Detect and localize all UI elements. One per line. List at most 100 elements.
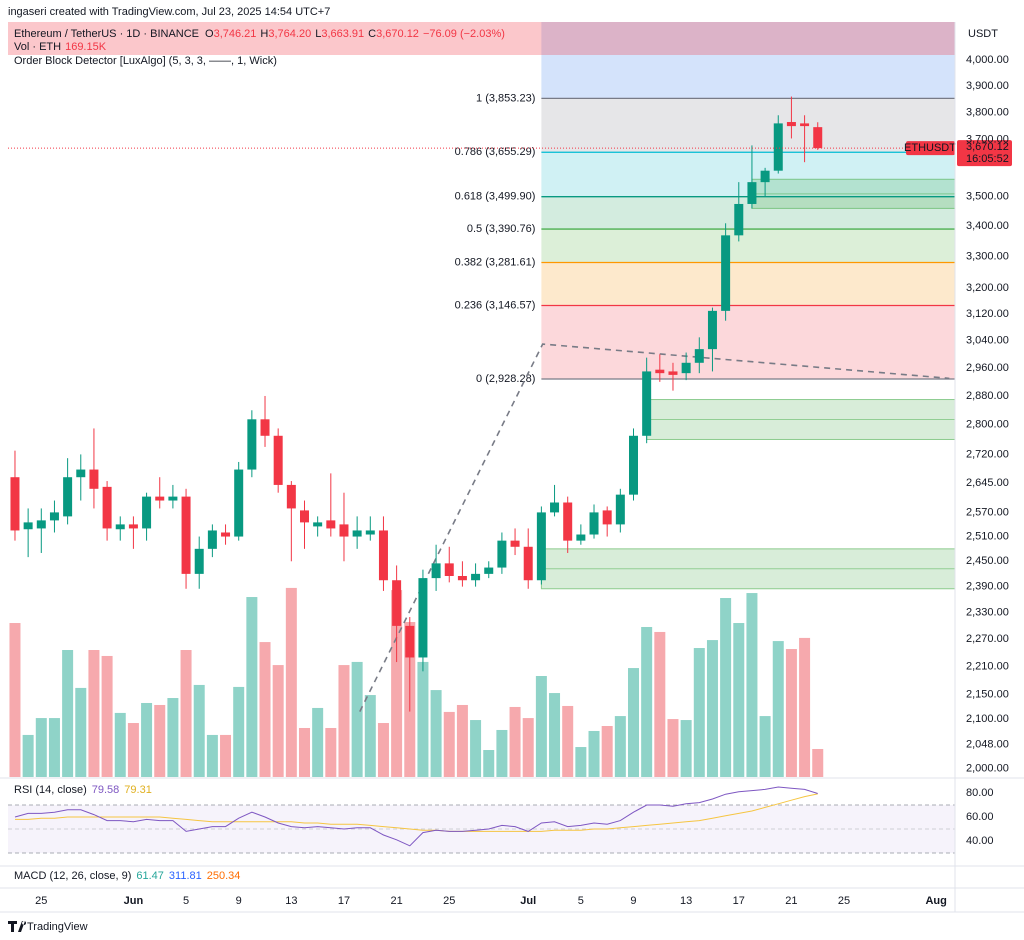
candle-body xyxy=(49,512,59,521)
candle-body xyxy=(444,563,454,576)
candle-body xyxy=(36,520,46,529)
candle-body xyxy=(207,530,217,549)
fib-label: 0.236 (3,146.57) xyxy=(455,299,536,311)
y-tick-label: 2,000.00 xyxy=(966,763,1009,775)
y-tick-label: 2,330.00 xyxy=(966,607,1009,619)
volume-bar xyxy=(9,623,21,777)
x-tick-label: Aug xyxy=(925,895,946,907)
candle-body xyxy=(694,349,704,363)
x-tick-label: Jul xyxy=(520,895,536,907)
candle-body xyxy=(576,534,586,541)
candles xyxy=(10,96,823,712)
volume-bar xyxy=(62,650,74,777)
volume-bar xyxy=(233,686,245,777)
candle-body xyxy=(352,530,362,537)
symbol-legend: Ethereum / TetherUS · 1D · BINANCE O3,746… xyxy=(14,28,505,40)
x-tick-label: 17 xyxy=(733,895,745,907)
volume-bar xyxy=(562,705,574,777)
volume-bar xyxy=(522,718,534,777)
brand: TradingView xyxy=(27,921,88,933)
macd-value: 311.81 xyxy=(169,870,202,882)
ohlc-key: L xyxy=(315,28,321,40)
rsi-tick-label: 80.00 xyxy=(966,787,994,799)
candle-body xyxy=(602,510,612,525)
y-tick-label: 3,300.00 xyxy=(966,251,1009,263)
fib-label: 1 (3,853.23) xyxy=(476,92,535,104)
candle-body xyxy=(378,530,388,581)
candle-body xyxy=(234,469,244,537)
y-tick-label: 3,120.00 xyxy=(966,308,1009,320)
volume-bar xyxy=(746,593,758,777)
fib-zone xyxy=(541,98,955,153)
volume-bar xyxy=(430,690,442,777)
candle-body xyxy=(760,170,770,183)
candle-body xyxy=(63,477,73,517)
candle-body xyxy=(23,522,33,530)
y-tick-label: 2,450.00 xyxy=(966,555,1009,567)
ohlc-key: O xyxy=(205,28,214,40)
fib-zone xyxy=(541,229,955,263)
y-tick-label: 3,700.00 xyxy=(966,134,1009,146)
candle-body xyxy=(471,573,481,581)
ohlc-key: C xyxy=(368,28,376,40)
volume-bar xyxy=(88,650,100,777)
fib-zone xyxy=(541,262,955,306)
axes: 4,000.00 3,900.00 3,800.00 3,700.00 3,500.00… xyxy=(35,54,1009,907)
rsi-pane xyxy=(8,786,955,854)
volume-bar xyxy=(285,587,297,777)
volume-bar xyxy=(101,655,113,777)
volume-bar xyxy=(325,727,337,777)
ohlc-value: 3,764.20 xyxy=(268,28,311,40)
fib-label: 0.786 (3,655.29) xyxy=(455,146,536,158)
candle-body xyxy=(313,522,323,527)
y-tick-label: 2,960.00 xyxy=(966,362,1009,374)
y-tick-label: 2,510.00 xyxy=(966,530,1009,542)
volume-bar xyxy=(391,590,403,777)
footer-logo: TradingView xyxy=(8,921,88,933)
volume-bar xyxy=(141,702,153,777)
candle-body xyxy=(76,469,86,478)
countdown: 16:05:52 xyxy=(966,153,1009,165)
y-tick-label: 3,040.00 xyxy=(966,335,1009,347)
fib-zone xyxy=(541,305,955,379)
candle-body xyxy=(405,625,415,658)
candle-body xyxy=(339,524,349,537)
candle-body xyxy=(392,580,402,626)
y-tick-label: 3,900.00 xyxy=(966,80,1009,92)
volume-bar xyxy=(588,730,600,777)
candle-body xyxy=(247,419,257,470)
volume-bar xyxy=(206,734,218,777)
indicator-legend: Order Block Detector [LuxAlgo] (5, 3, 3,… xyxy=(14,55,277,67)
fib-label: 0.382 (3,281.61) xyxy=(455,256,536,268)
ohlc-value: 3,670.12 xyxy=(376,28,419,40)
candle-body xyxy=(523,546,533,581)
volume-bar xyxy=(114,712,126,777)
volume-bar xyxy=(483,750,495,777)
volume-bar xyxy=(22,734,34,777)
candle-body xyxy=(418,578,428,658)
y-tick-label: 2,210.00 xyxy=(966,661,1009,673)
candle-body xyxy=(747,182,757,204)
x-tick-label: 13 xyxy=(680,895,692,907)
candle-body xyxy=(589,512,599,535)
volume-bar xyxy=(48,718,60,777)
rsi-tick-label: 60.00 xyxy=(966,811,994,823)
x-tick-label: Jun xyxy=(124,895,144,907)
volume xyxy=(9,587,824,777)
ohlc-key: H xyxy=(260,28,268,40)
candle-body xyxy=(326,520,336,529)
volume-name: Vol · ETH xyxy=(14,41,61,53)
candle-body xyxy=(786,122,796,127)
y-tick-label: 2,048.00 xyxy=(966,738,1009,750)
price-label: 3,670.12 xyxy=(966,141,1009,153)
fib-lines: 1 (3,853.23) 0.786 (3,655.29) 0.618 (3,499… xyxy=(455,92,955,385)
y-tick-label: 2,645.00 xyxy=(966,477,1009,489)
volume-bar xyxy=(693,648,705,777)
candle-body xyxy=(734,203,744,236)
currency: USDT xyxy=(968,28,998,40)
candle-body xyxy=(102,486,112,529)
candle-body xyxy=(773,123,783,171)
volume-bar xyxy=(772,641,784,777)
rsi-title: RSI (14, close) xyxy=(14,784,87,796)
y-tick-label: 2,150.00 xyxy=(966,689,1009,701)
